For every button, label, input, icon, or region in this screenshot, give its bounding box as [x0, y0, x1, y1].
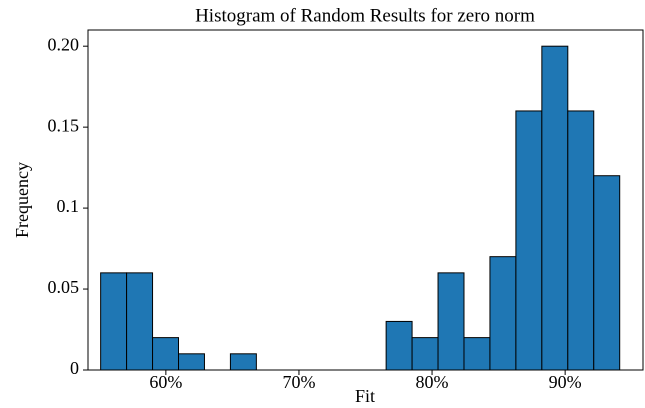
x-tick-label: 70% — [282, 372, 315, 392]
bar — [437, 272, 465, 371]
bar — [126, 272, 154, 371]
bar — [100, 272, 128, 371]
bar — [489, 256, 517, 371]
y-tick-label: 0 — [70, 358, 79, 378]
y-tick-label: 0.05 — [48, 277, 80, 297]
bar — [515, 110, 543, 371]
y-tick-label: 0.1 — [57, 196, 80, 216]
bar — [541, 45, 569, 371]
x-axis-label: Fit — [355, 386, 375, 406]
bar — [463, 337, 491, 371]
y-tick-label: 0.15 — [48, 115, 80, 135]
bar — [385, 320, 413, 371]
x-tick-label: 80% — [416, 372, 449, 392]
y-tick-label: 0.20 — [48, 34, 80, 54]
bar — [567, 110, 595, 371]
bar — [229, 353, 257, 371]
y-axis-label: Frequency — [12, 162, 32, 238]
bar — [593, 175, 621, 371]
bar — [411, 337, 439, 371]
plot-frame — [87, 29, 644, 371]
bar — [152, 337, 180, 371]
x-tick-label: 90% — [549, 372, 582, 392]
bar — [178, 353, 205, 371]
chart-title: Histogram of Random Results for zero nor… — [195, 5, 535, 26]
x-tick-label: 60% — [149, 372, 182, 392]
